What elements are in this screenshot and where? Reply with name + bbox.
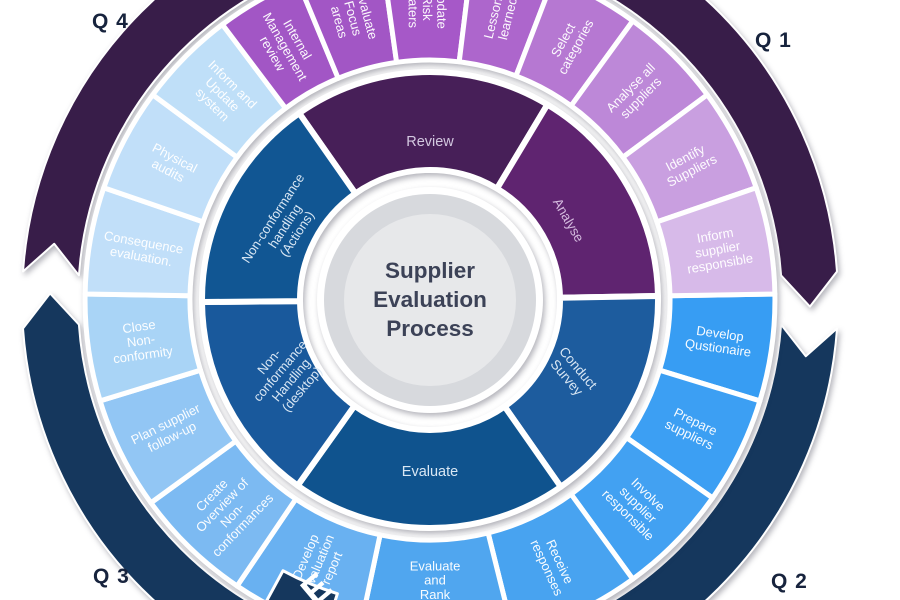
step-inform-and-update-system-label: Inform andUpdatesystem (185, 57, 260, 132)
q1-label: Q 1 (755, 29, 792, 52)
cutoff-banner-shape (265, 569, 339, 600)
phase-evaluate (294, 402, 564, 531)
step-update-risk-maters-label: UpdateRiskmaters (405, 0, 449, 29)
phase-nc-handling-actions (198, 110, 359, 305)
phase-analyse (494, 101, 661, 301)
step-inform-supplier-responsible (654, 185, 778, 299)
center-title: Supplier Evaluation Process (373, 258, 487, 341)
step-close-non-conformity-label: CloseNon-conformity (108, 315, 174, 367)
q4-label: Q 4 (92, 10, 129, 33)
q2-arrow-band (612, 323, 838, 600)
outer-activity-ring: DevelopQustionairePreparesuppliersInvolv… (82, 0, 778, 600)
center-hub: Supplier Evaluation Process (317, 187, 543, 413)
center-hub-inner-disc (344, 214, 516, 386)
phase-evaluate-label: Evaluate (402, 464, 458, 480)
q2-label: Q 2 (771, 570, 808, 593)
q3-arrow-band (22, 292, 248, 600)
phase-review-label: Review (406, 134, 454, 150)
phase-review (296, 69, 551, 197)
quadrant-labels: Q 1 Q 2 Q 3 Q 4 (92, 10, 808, 593)
quadrant-arrow-bands (22, 0, 838, 600)
step-evaluate-and-rank-label: Evaluate and Rank (410, 558, 461, 600)
q3-label: Q 3 (93, 565, 130, 588)
q4-arrow-band (22, 0, 248, 277)
q1-arrow-band (612, 0, 838, 308)
phase-nc-handling-desktop (199, 298, 358, 489)
inner-phase-ring: ReviewAnalyseConductSurveyEvaluateNon-co… (198, 69, 662, 531)
step-evaluate-and-rank (363, 530, 508, 600)
